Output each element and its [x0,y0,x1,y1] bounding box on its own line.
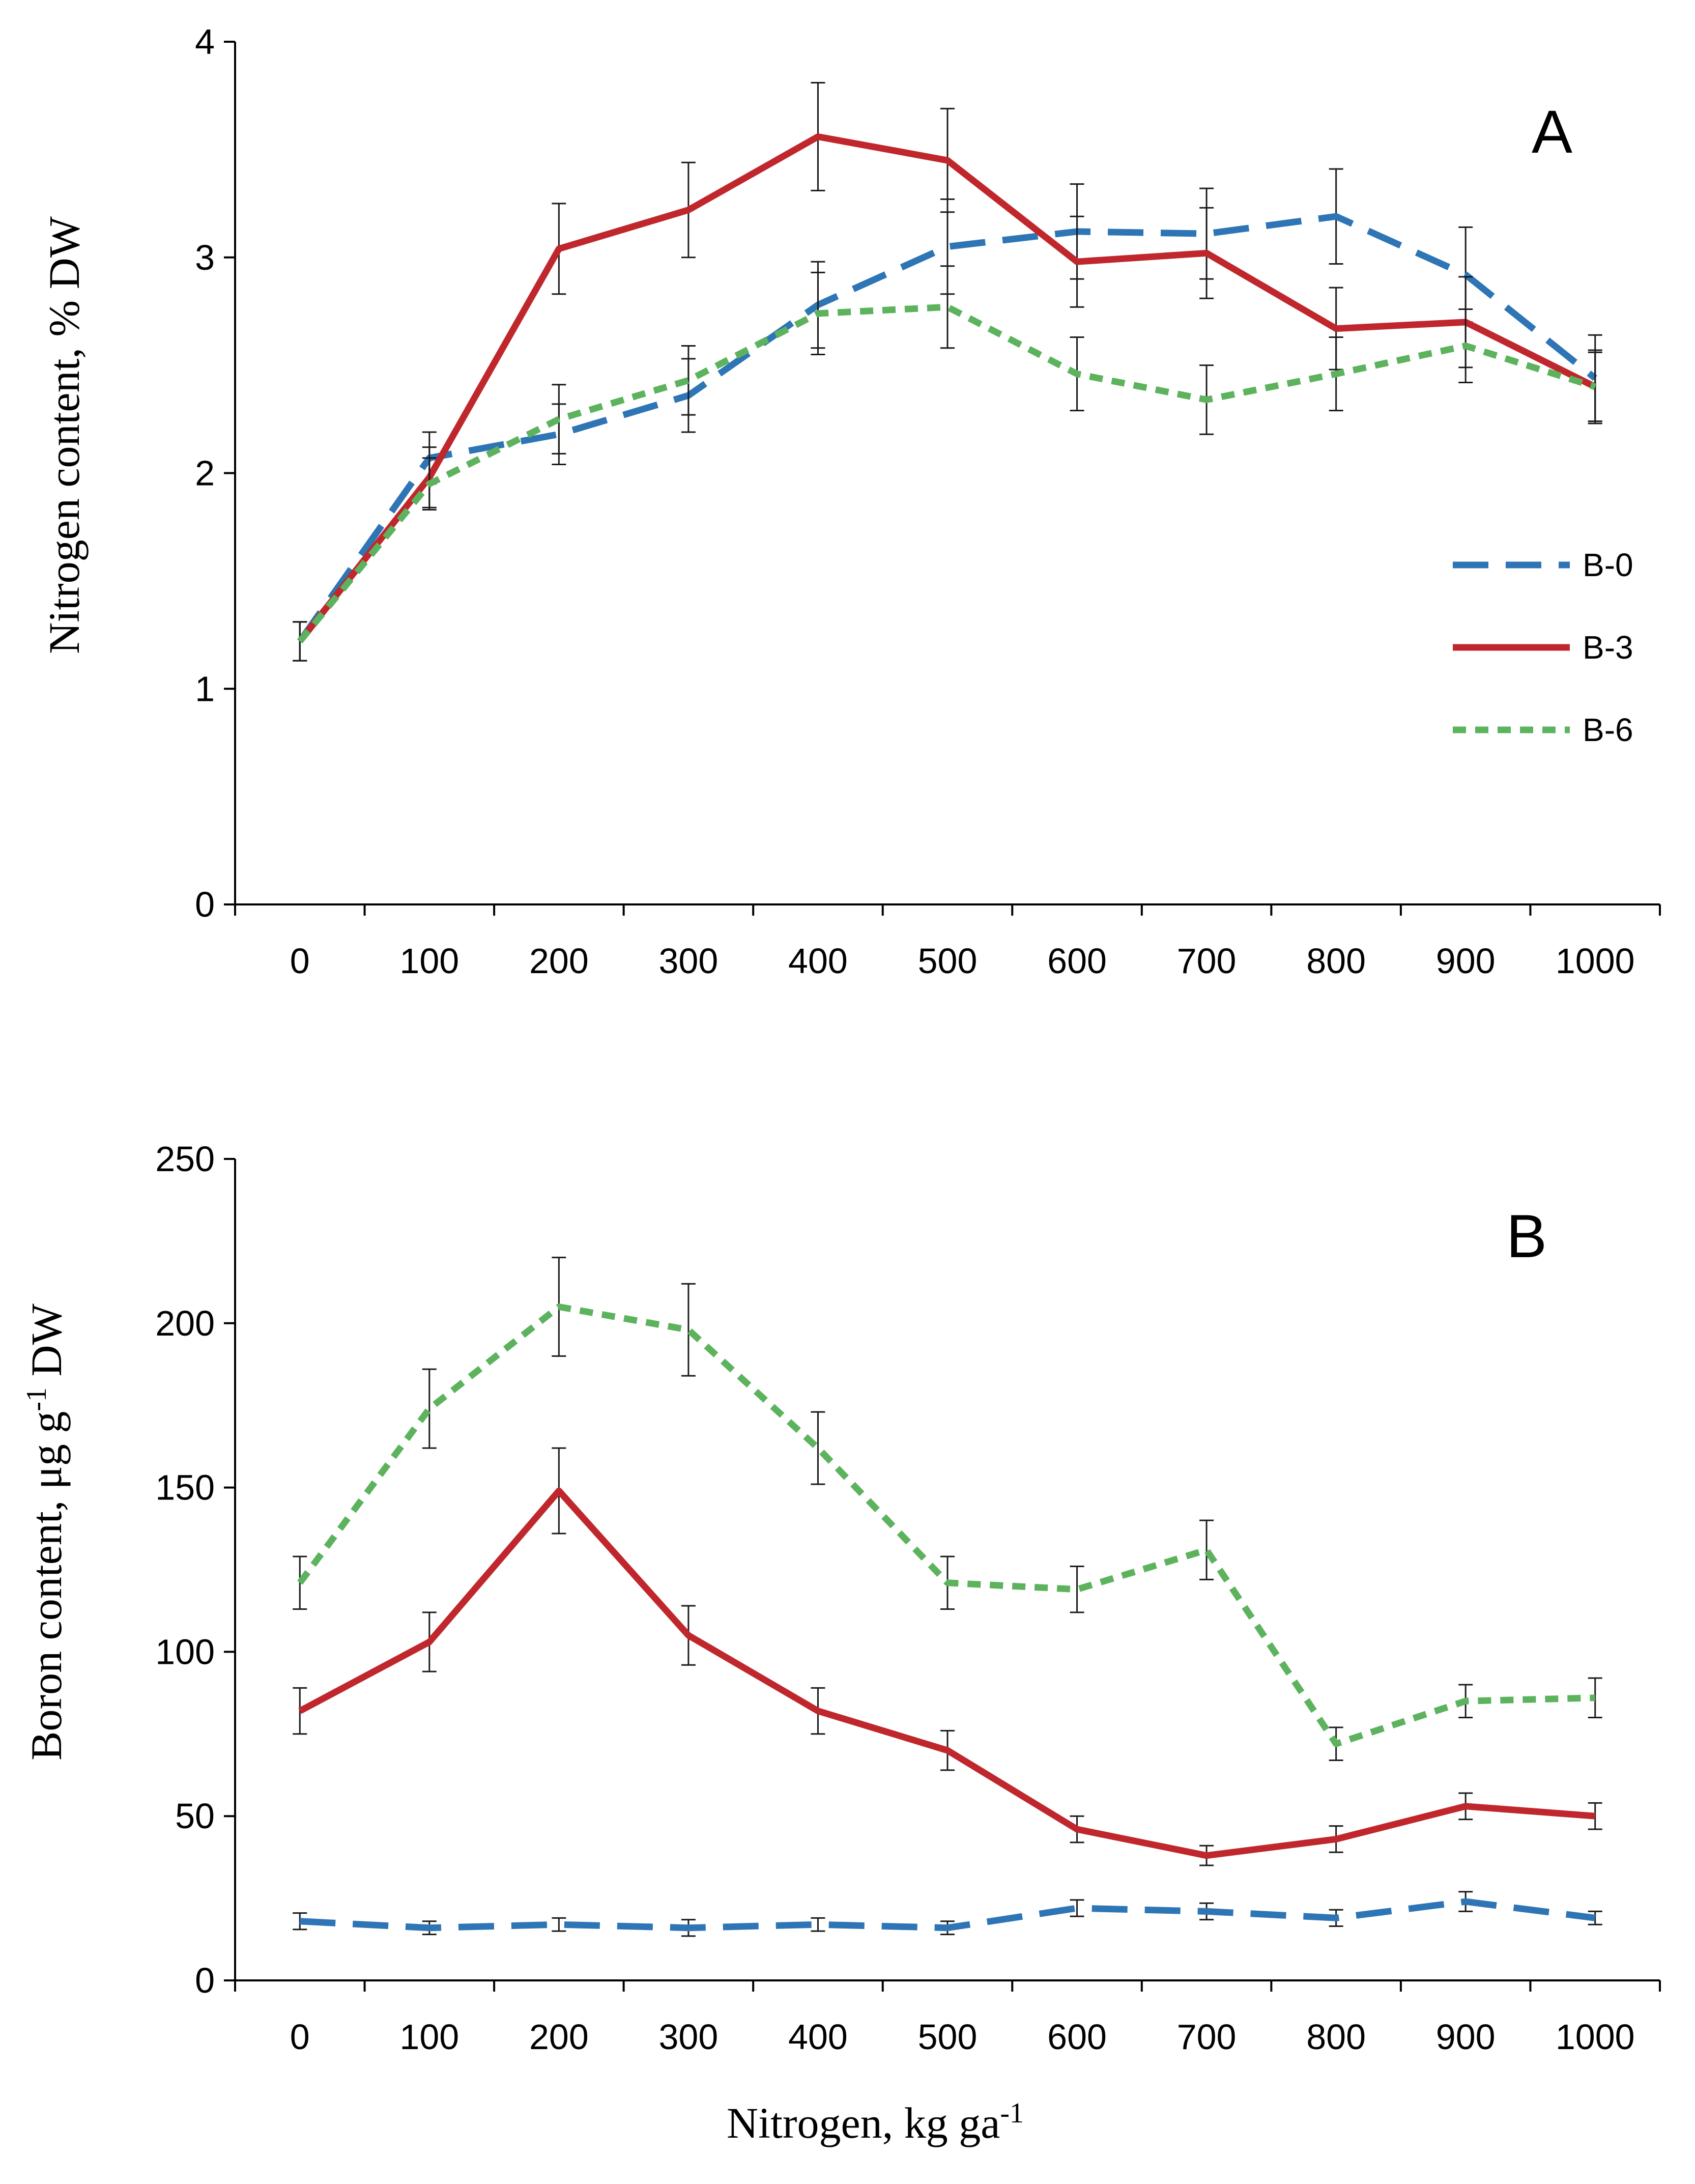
x-axis-title: Nitrogen, kg ga-1 [727,2097,1024,2147]
panel-a-label: A [1532,98,1572,166]
panel-b-y-tick-label: 250 [155,1139,215,1179]
panel-a-b-6-error-bar [940,265,955,349]
legend-label-b-6: B-6 [1583,712,1633,748]
panel-a-x-tick-label: 0 [290,941,310,981]
panel-b-x-tick-label: 600 [1047,2017,1107,2057]
panel-a-series [293,82,1602,662]
panel-a-b-6-error-bar [293,621,307,662]
panel-b-b-6-error-bar [1070,1566,1084,1613]
panel-a-y-tick-label: 2 [195,453,215,493]
panel-a-b-6-error-bars [293,265,1602,662]
panel-b-y-tick-label: 50 [175,1796,215,1836]
panel-b-b-6-error-bar [1199,1519,1214,1580]
panel-a-y-axis-title: Nitrogen content, % DW [40,216,89,654]
panel-a-chart: 0 1 2 3 4 0 100 200 300 400 500 600 700 800 900 1000 A… [40,22,1661,981]
panel-b-x-tick-label: 900 [1436,2017,1496,2057]
panel-b-b-3-error-bar [293,1687,307,1735]
panel-b-b-0-error-bar [1588,1910,1602,1925]
panel-b-x-tick-label: 100 [399,2017,459,2057]
panel-b-x-axis: 0 100 200 300 400 500 600 700 800 900 1000 [234,1979,1661,2057]
panel-a-x-tick-label: 200 [529,941,589,981]
panel-a-b-6-error-bar [1588,351,1602,422]
panel-b-y-axis-title-main: Boron content, μg g [22,1411,71,1761]
panel-a-y-tick-label: 4 [195,22,215,62]
panel-b-b-6-error-bar [681,1283,696,1377]
panel-a-legend: B-0 B-3 B-6 [1453,547,1633,748]
panel-b-b-3-line [298,1487,1596,1859]
panel-b-x-tick-label: 800 [1306,2017,1366,2057]
panel-a-y-tick-label: 1 [195,669,215,708]
panel-a-x-tick-label: 800 [1306,941,1366,981]
panel-a-y-tick-label: 3 [195,238,215,277]
panel-a-x-tick-label: 900 [1436,941,1496,981]
panel-b-b-6-error-bar [811,1411,825,1485]
panel-a-b-6-error-bar [681,345,696,416]
panel-b-x-tick-label: 1000 [1556,2017,1635,2057]
panel-b-y-axis-title-sup: -1 [21,1387,52,1411]
panel-b-x-tick-label: 700 [1177,2017,1237,2057]
panel-a-b-6-line [297,303,1596,644]
panel-a-y-tick-label: 0 [195,885,215,924]
panel-a-x-tick-label: 600 [1047,941,1107,981]
panel-b-y-axis-title: Boron content, μg g-1 DW [21,1303,71,1761]
panel-b-y-tick-label: 0 [195,1961,215,2000]
panel-a-x-tick-label: 500 [918,941,978,981]
panel-b-b-0-error-bar [552,1917,566,1932]
panel-b-series [293,1257,1602,1937]
panel-a-x-tick-label: 100 [399,941,459,981]
panel-b-x-tick-label: 200 [529,2017,589,2057]
panel-b-b-0-error-bar [811,1917,825,1932]
panel-b-y-tick-label: 150 [155,1468,215,1508]
panel-b-b-0-line [299,1898,1596,1932]
panel-b-x-tick-label: 400 [788,2017,848,2057]
panel-b-label: B [1506,1202,1547,1270]
panel-a-b-0-error-bars [293,168,1602,662]
panel-b-b-6-error-bars [293,1257,1602,1761]
panel-b-b-3-error-bar [1588,1802,1602,1830]
panel-b-y-axis: 0 50 100 150 200 250 [155,1139,236,2000]
legend-label-b-0: B-0 [1583,547,1633,583]
panel-b-b-6-line [297,1303,1595,1747]
panel-a-y-axis: 0 1 2 3 4 [195,22,236,924]
panel-b-x-tick-label: 500 [918,2017,978,2057]
panel-b-chart: 0 50 100 150 200 250 0 100 200 300 400 500 600 700 80… [21,1139,1661,2057]
panel-b-b-6-error-bar [422,1368,437,1449]
panel-b-b-0-error-bar [1070,1899,1084,1917]
panel-b-x-tick-label: 300 [659,2017,719,2057]
panel-b-b-0-error-bars [293,1891,1602,1937]
panel-a-b-3-line [297,133,1597,644]
panel-a-b-0-line [297,213,1597,643]
panel-a-x-tick-label: 1000 [1556,941,1635,981]
panel-b-b-6-error-bar [1588,1677,1602,1719]
x-axis-title-sup: -1 [1000,2097,1024,2129]
panel-b-x-tick-label: 0 [290,2017,310,2057]
panel-a-x-tick-label: 300 [659,941,719,981]
x-axis-title-main: Nitrogen, kg ga [727,2098,1000,2147]
panel-a-x-tick-label: 700 [1177,941,1237,981]
panel-b-y-axis-title-end: DW [22,1303,71,1387]
panel-b-b-6-error-bar [293,1555,307,1610]
panel-b-b-0-error-bar [293,1912,307,1931]
panel-a-x-tick-label: 400 [788,941,848,981]
panel-b-y-tick-label: 200 [155,1303,215,1343]
legend-label-b-3: B-3 [1583,629,1633,666]
panel-b-y-tick-label: 100 [155,1632,215,1671]
panel-a-x-axis: 0 100 200 300 400 500 600 700 800 900 1000 [234,903,1661,981]
panel-b-b-3-error-bars [293,1447,1602,1866]
